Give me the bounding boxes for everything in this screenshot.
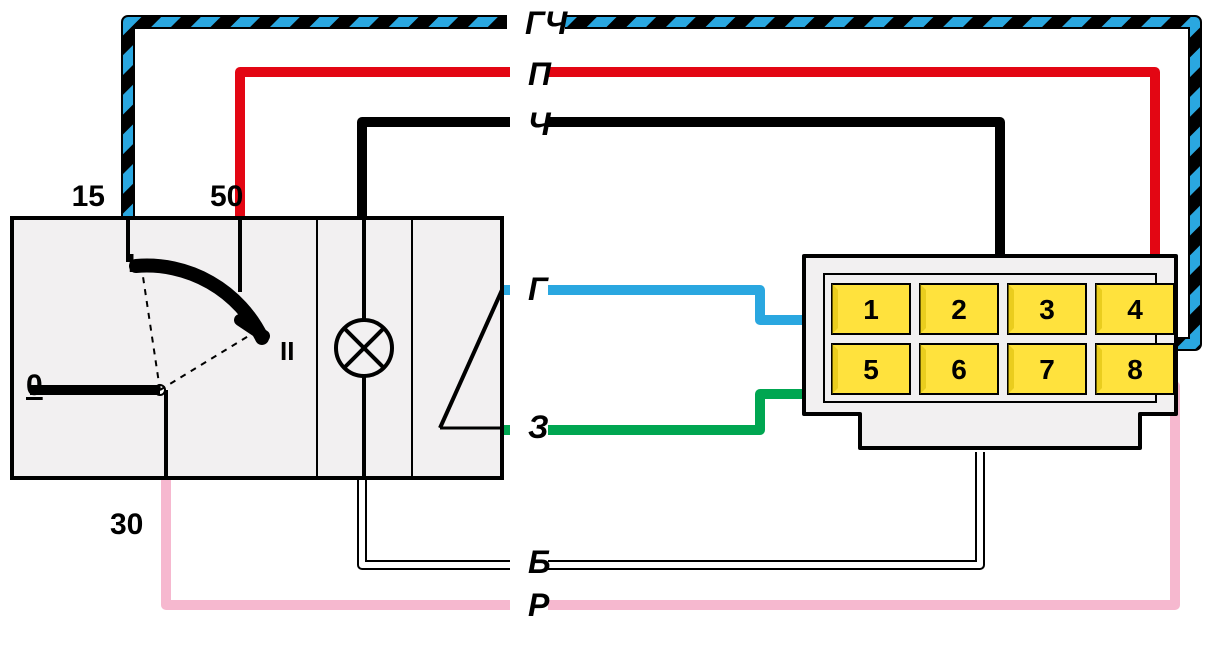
- connector-pin-label: 3: [1039, 294, 1055, 325]
- svg-text:З: З: [528, 409, 549, 445]
- connector-pin-6: 6: [920, 344, 998, 394]
- switch-pos-I-label: I: [128, 248, 135, 278]
- connector-pin-label: 5: [863, 354, 879, 385]
- connector-pin-5: 5: [832, 344, 910, 394]
- connector-pin-3: 3: [1008, 284, 1086, 334]
- wire-label-b: Б: [510, 544, 551, 581]
- wire-label-r: Р: [510, 587, 550, 624]
- svg-text:Б: Б: [528, 544, 551, 580]
- wire-label-z: З: [510, 409, 549, 446]
- wire-label-ch: Ч: [510, 106, 552, 143]
- svg-text:Ч: Ч: [528, 106, 552, 142]
- connector-pin-label: 2: [951, 294, 967, 325]
- wire-label-g: Г: [510, 271, 549, 308]
- terminal-30-label: 30: [110, 508, 143, 541]
- svg-text:Р: Р: [528, 587, 550, 623]
- connector-pin-1: 1: [832, 284, 910, 334]
- switch-pos-II-label: II: [280, 336, 294, 366]
- svg-text:Г: Г: [528, 271, 549, 307]
- svg-text:ГЧ: ГЧ: [525, 5, 569, 41]
- wire-label-gch: ГЧ: [507, 5, 569, 42]
- connector-pin-label: 7: [1039, 354, 1055, 385]
- switch-box: 1550300III: [12, 180, 502, 541]
- connector-pin-4: 4: [1096, 284, 1174, 334]
- connector-pin-label: 6: [951, 354, 967, 385]
- terminal-15-label: 15: [72, 180, 105, 213]
- connector-pin-8: 8: [1096, 344, 1174, 394]
- wire-g: [502, 290, 812, 320]
- svg-text:П: П: [528, 56, 552, 92]
- connector-pin-label: 8: [1127, 354, 1143, 385]
- connector: 1 2 3 4 5 6 7 8: [804, 256, 1176, 448]
- wire-label-p: П: [510, 56, 552, 93]
- connector-pin-label: 4: [1127, 294, 1143, 325]
- connector-pin-2: 2: [920, 284, 998, 334]
- connector-pin-7: 7: [1008, 344, 1086, 394]
- connector-pin-label: 1: [863, 294, 879, 325]
- terminal-50-label: 50: [210, 180, 243, 213]
- switch-pos-0-label: 0: [26, 369, 43, 402]
